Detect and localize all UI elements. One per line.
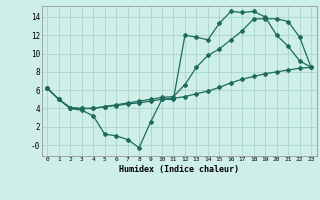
X-axis label: Humidex (Indice chaleur): Humidex (Indice chaleur) bbox=[119, 165, 239, 174]
